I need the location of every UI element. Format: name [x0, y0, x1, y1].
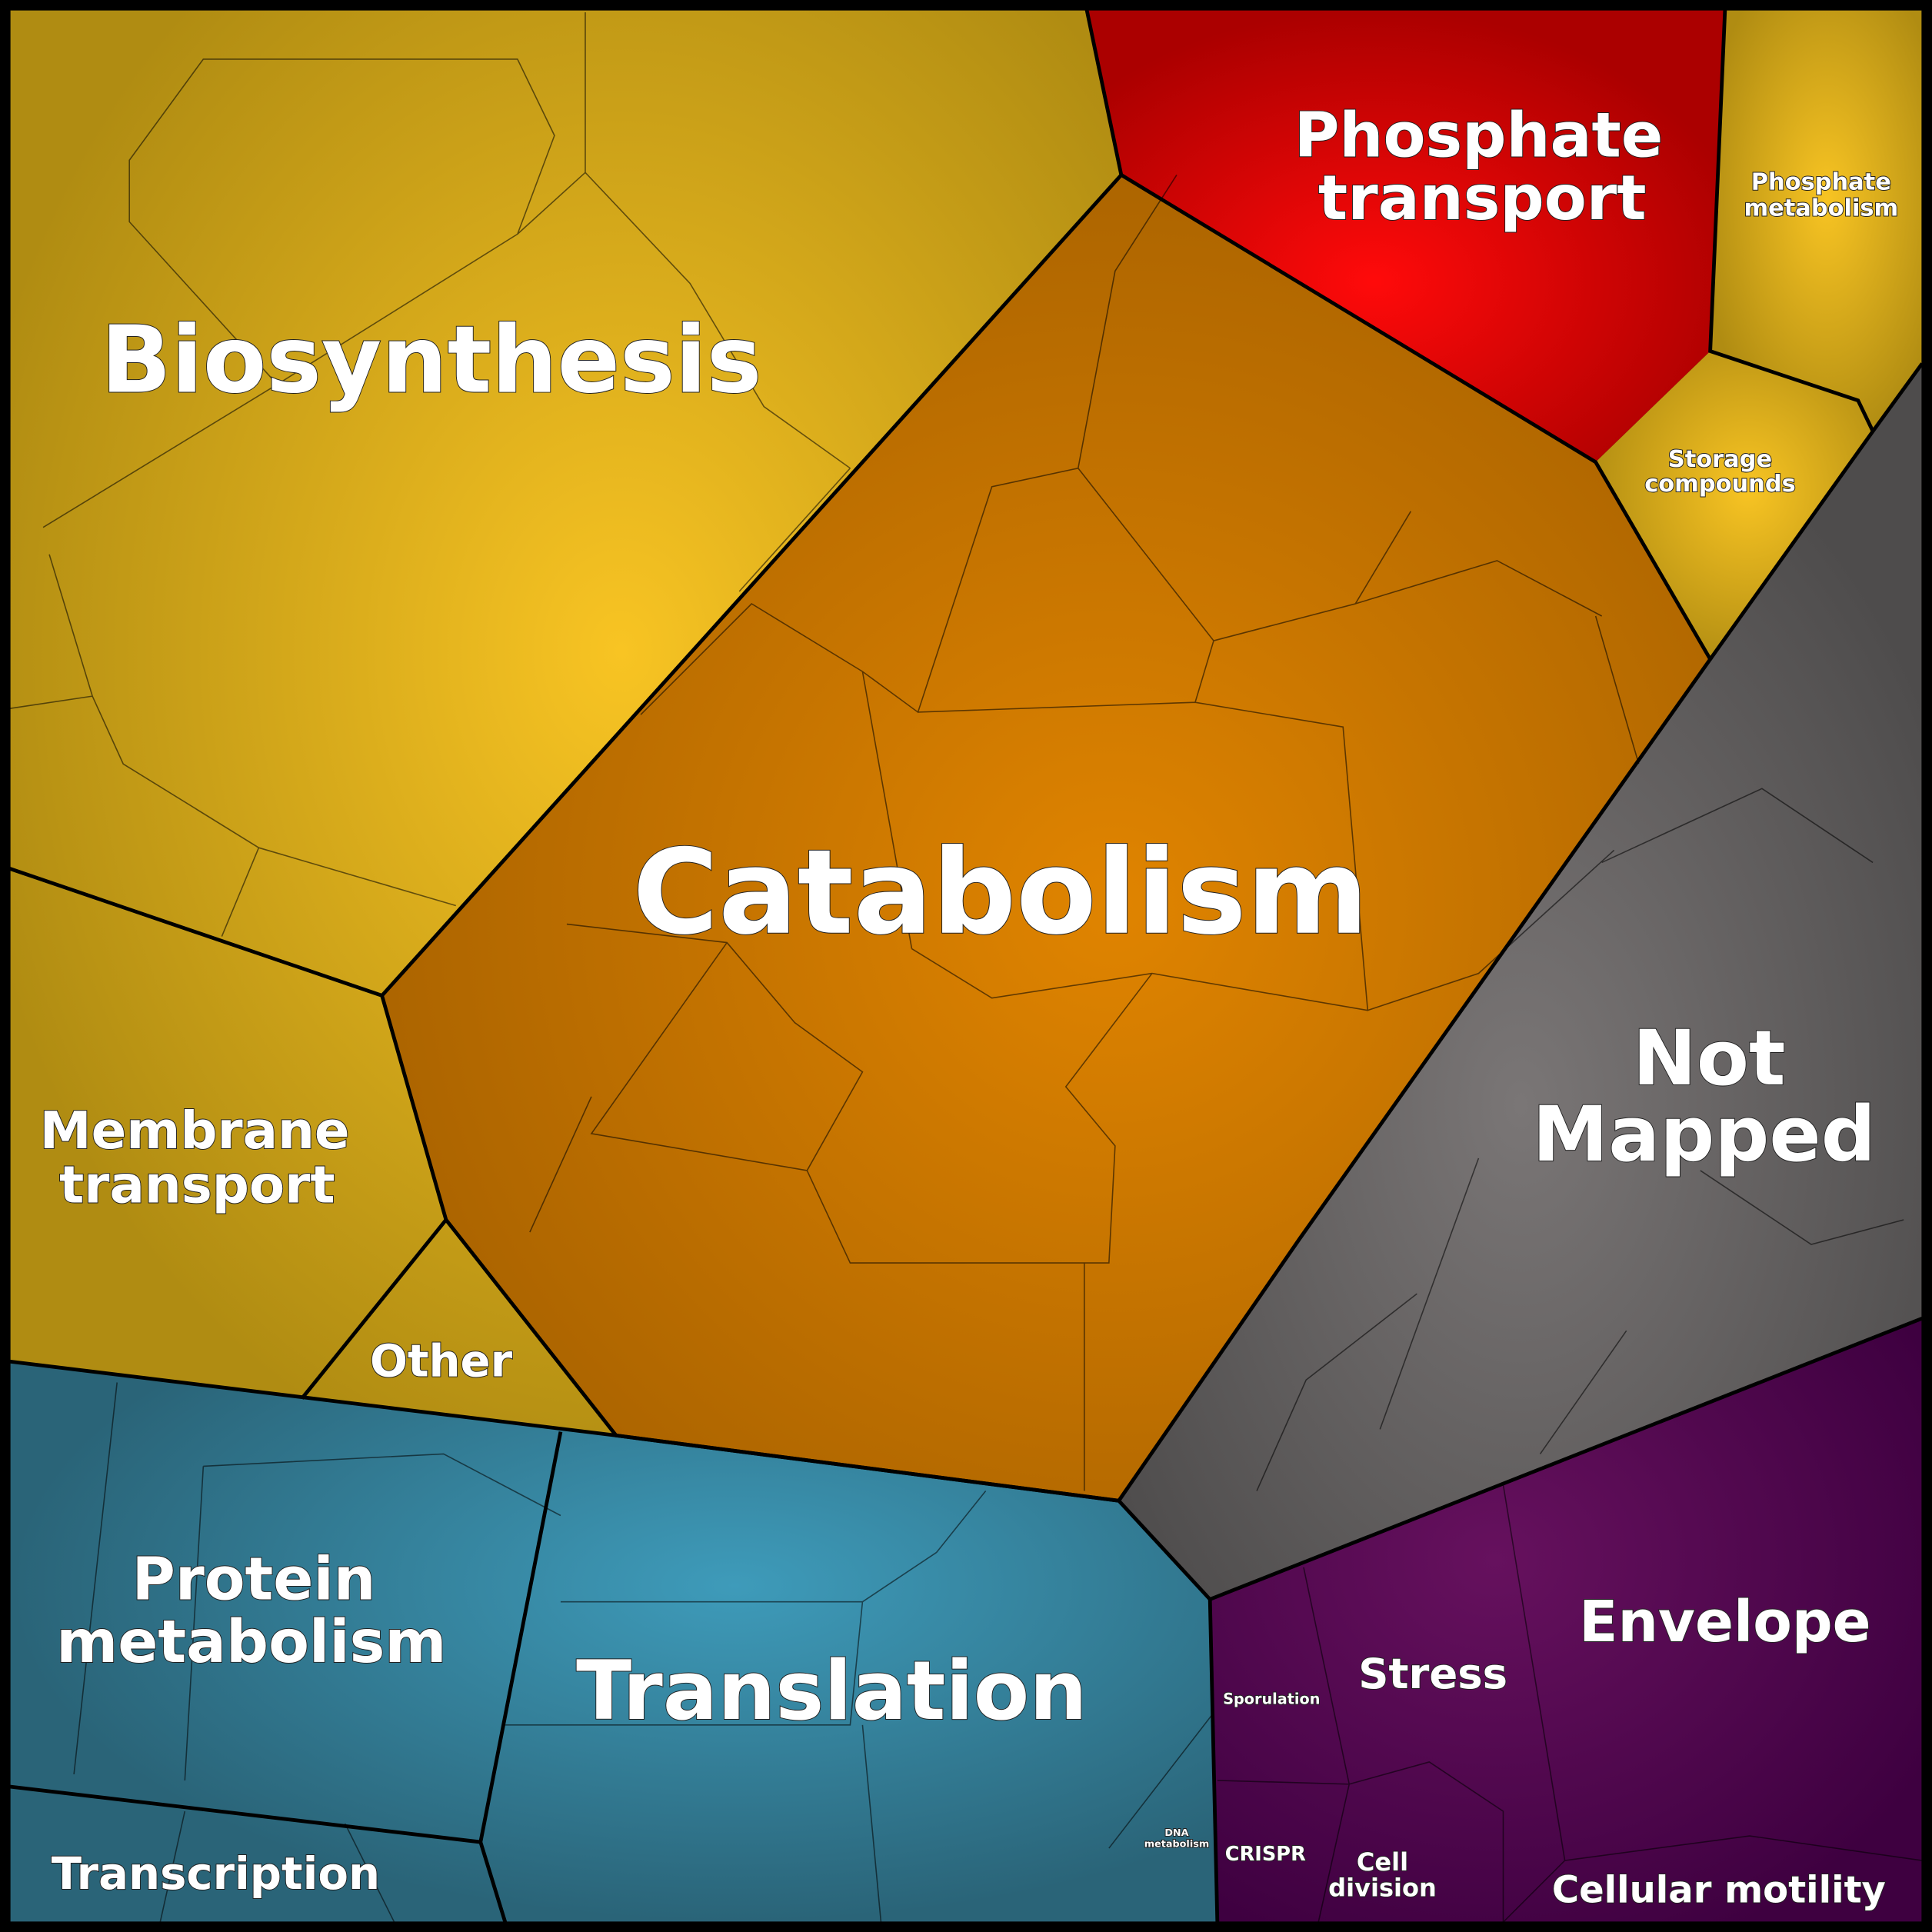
labels: Biosynthesis Phosphate transport Phosphat… [39, 98, 1899, 1912]
region-storage [1595, 351, 1874, 660]
region-purple [1210, 1318, 1923, 1923]
region-phosphate-metabolism [1710, 9, 1923, 431]
region-yellow [9, 9, 1121, 1436]
label-line: compounds [1644, 471, 1796, 498]
label-line: CRISPR [1225, 1843, 1306, 1866]
label-line: Translation [576, 1644, 1087, 1738]
label-line: Catabolism [632, 824, 1368, 961]
region-phosphate-transport [1087, 9, 1725, 462]
label-line: Stress [1358, 1649, 1507, 1698]
label: Stress [1358, 1649, 1507, 1698]
label-line: Not [1633, 1014, 1786, 1103]
label-line: Sporulation [1223, 1690, 1320, 1708]
label: Not Mapped [1532, 1014, 1875, 1179]
label-line: Storage [1668, 446, 1772, 473]
label-line: Other [370, 1334, 513, 1387]
label-line: Transcription [52, 1847, 380, 1900]
label: Cellular motility [1552, 1869, 1886, 1912]
label: Phosphate metabolism [1744, 169, 1898, 222]
label: Translation [576, 1644, 1087, 1738]
label: Cell division [1328, 1847, 1437, 1903]
label: Sporulation [1223, 1690, 1320, 1708]
label: Storage compounds [1644, 446, 1796, 498]
label-line: Cellular motility [1552, 1869, 1886, 1912]
label-line: Envelope [1579, 1590, 1870, 1655]
label-line: Mapped [1532, 1091, 1875, 1179]
label-line: metabolism [1144, 1838, 1209, 1850]
label: DNA metabolism [1144, 1827, 1209, 1850]
label-line: DNA [1164, 1827, 1188, 1839]
label-line: Phosphate [1751, 169, 1891, 196]
label-line: Phosphate [1294, 99, 1663, 171]
label: Transcription [52, 1847, 380, 1900]
label: CRISPR [1225, 1843, 1306, 1866]
label: Envelope [1579, 1590, 1870, 1655]
region-catabolism [381, 175, 1710, 1501]
label-line: division [1328, 1874, 1437, 1903]
label-line: Protein [132, 1545, 375, 1614]
sub-cells [9, 12, 1923, 1923]
label-line: transport [1318, 162, 1647, 234]
label-line: Cell [1357, 1847, 1408, 1877]
label-line: Membrane [40, 1101, 350, 1161]
region-blue [9, 1361, 1217, 1923]
label: Catabolism [632, 824, 1368, 961]
label: Biosynthesis [101, 306, 761, 414]
label-line: Biosynthesis [101, 306, 761, 414]
label: Phosphate transport [1294, 99, 1663, 234]
region-not-mapped [1118, 363, 1923, 1600]
label: Protein metabolism [56, 1545, 446, 1677]
label-line: metabolism [1744, 195, 1898, 222]
boundaries [4, 4, 1928, 1928]
label: Membrane transport [40, 1101, 350, 1214]
label-line: transport [59, 1155, 335, 1215]
label: Other [370, 1334, 513, 1387]
label-line: metabolism [56, 1608, 446, 1677]
